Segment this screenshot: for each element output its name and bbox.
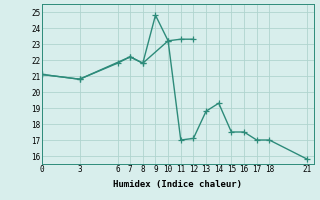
X-axis label: Humidex (Indice chaleur): Humidex (Indice chaleur) bbox=[113, 180, 242, 189]
